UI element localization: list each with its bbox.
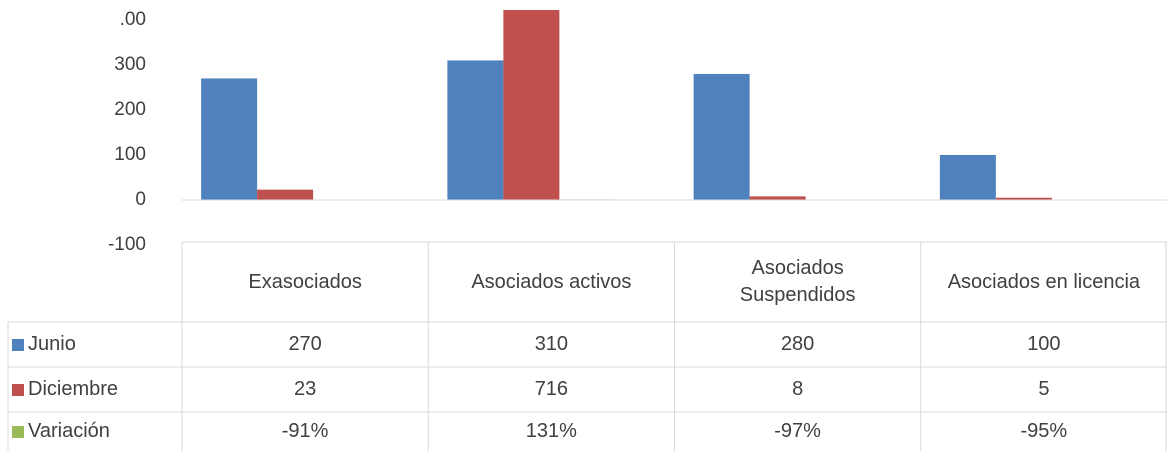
legend-entry: Variación [12,412,110,451]
y-tick-label: .00 [120,9,146,30]
table-header: Asociados en licencia [947,270,1141,293]
table-header: Asociados Suspendidos [739,257,856,306]
table-cell: 716 [534,378,569,400]
legend-label: Variación [28,420,110,442]
table-header: Asociados activos [471,270,632,293]
legend-key [12,383,24,396]
bar [447,60,504,200]
bar [693,73,750,200]
y-tick-label: 100 [114,144,146,165]
legend-key [12,425,24,438]
legend-key [12,338,24,351]
y-tick-label: 200 [114,99,146,120]
table-cell: 270 [288,333,322,355]
legend-label: Diciembre [28,378,119,400]
y-tick-label: -100 [108,234,146,255]
table-header: Exasociados [248,270,362,293]
table-cell: -97% [774,420,821,442]
table-cell: 23 [294,378,317,400]
table-cell: 100 [1027,333,1061,355]
y-tick-label: 0 [135,189,146,210]
bar [201,78,258,200]
table-cell: 310 [534,333,569,355]
table-cell: -91% [281,420,329,442]
table-cell: 131% [525,420,577,442]
bar [257,189,314,200]
bar [749,196,806,200]
bar [503,10,560,200]
bar [939,154,996,200]
table-cell: 8 [792,378,804,400]
legend-entry: Junio [12,322,76,367]
table-cell: 5 [1038,378,1050,400]
y-tick-label: 300 [114,54,146,75]
legend-entry: Diciembre [12,367,118,412]
legend-label: Junio [28,333,76,355]
table-cell: 280 [780,333,815,355]
table-cell: -95% [1020,420,1068,442]
bar [995,197,1052,200]
